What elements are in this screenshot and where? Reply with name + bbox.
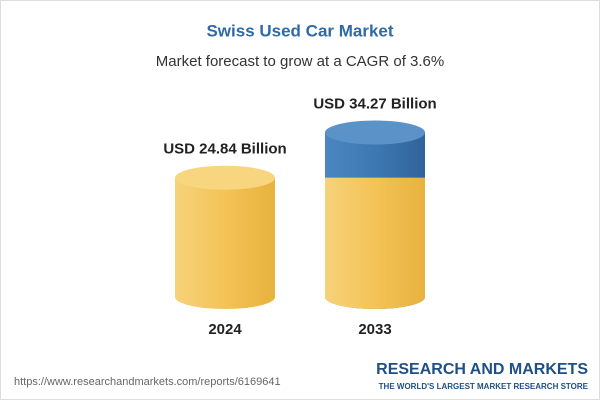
x-tick-label: 2024: [208, 321, 242, 338]
brand: RESEARCH AND MARKETS: [376, 361, 588, 378]
chart-title: Swiss Used Car Market: [206, 21, 393, 40]
cylinder-top: [325, 120, 425, 145]
cylinder-top: [175, 165, 275, 190]
segment-edge: [325, 177, 425, 190]
source-url: https://www.researchandmarkets.com/repor…: [14, 376, 281, 388]
cylinder-body: [325, 177, 425, 297]
cylinder-body: [175, 177, 275, 297]
chart-subtitle: Market forecast to grow at a CAGR of 3.6…: [156, 53, 444, 70]
value-label: USD 34.27 Billion: [313, 95, 436, 112]
tagline: THE WORLD'S LARGEST MARKET RESEARCH STOR…: [379, 382, 589, 391]
value-label: USD 24.84 Billion: [163, 141, 286, 158]
x-tick-label: 2033: [358, 321, 391, 338]
